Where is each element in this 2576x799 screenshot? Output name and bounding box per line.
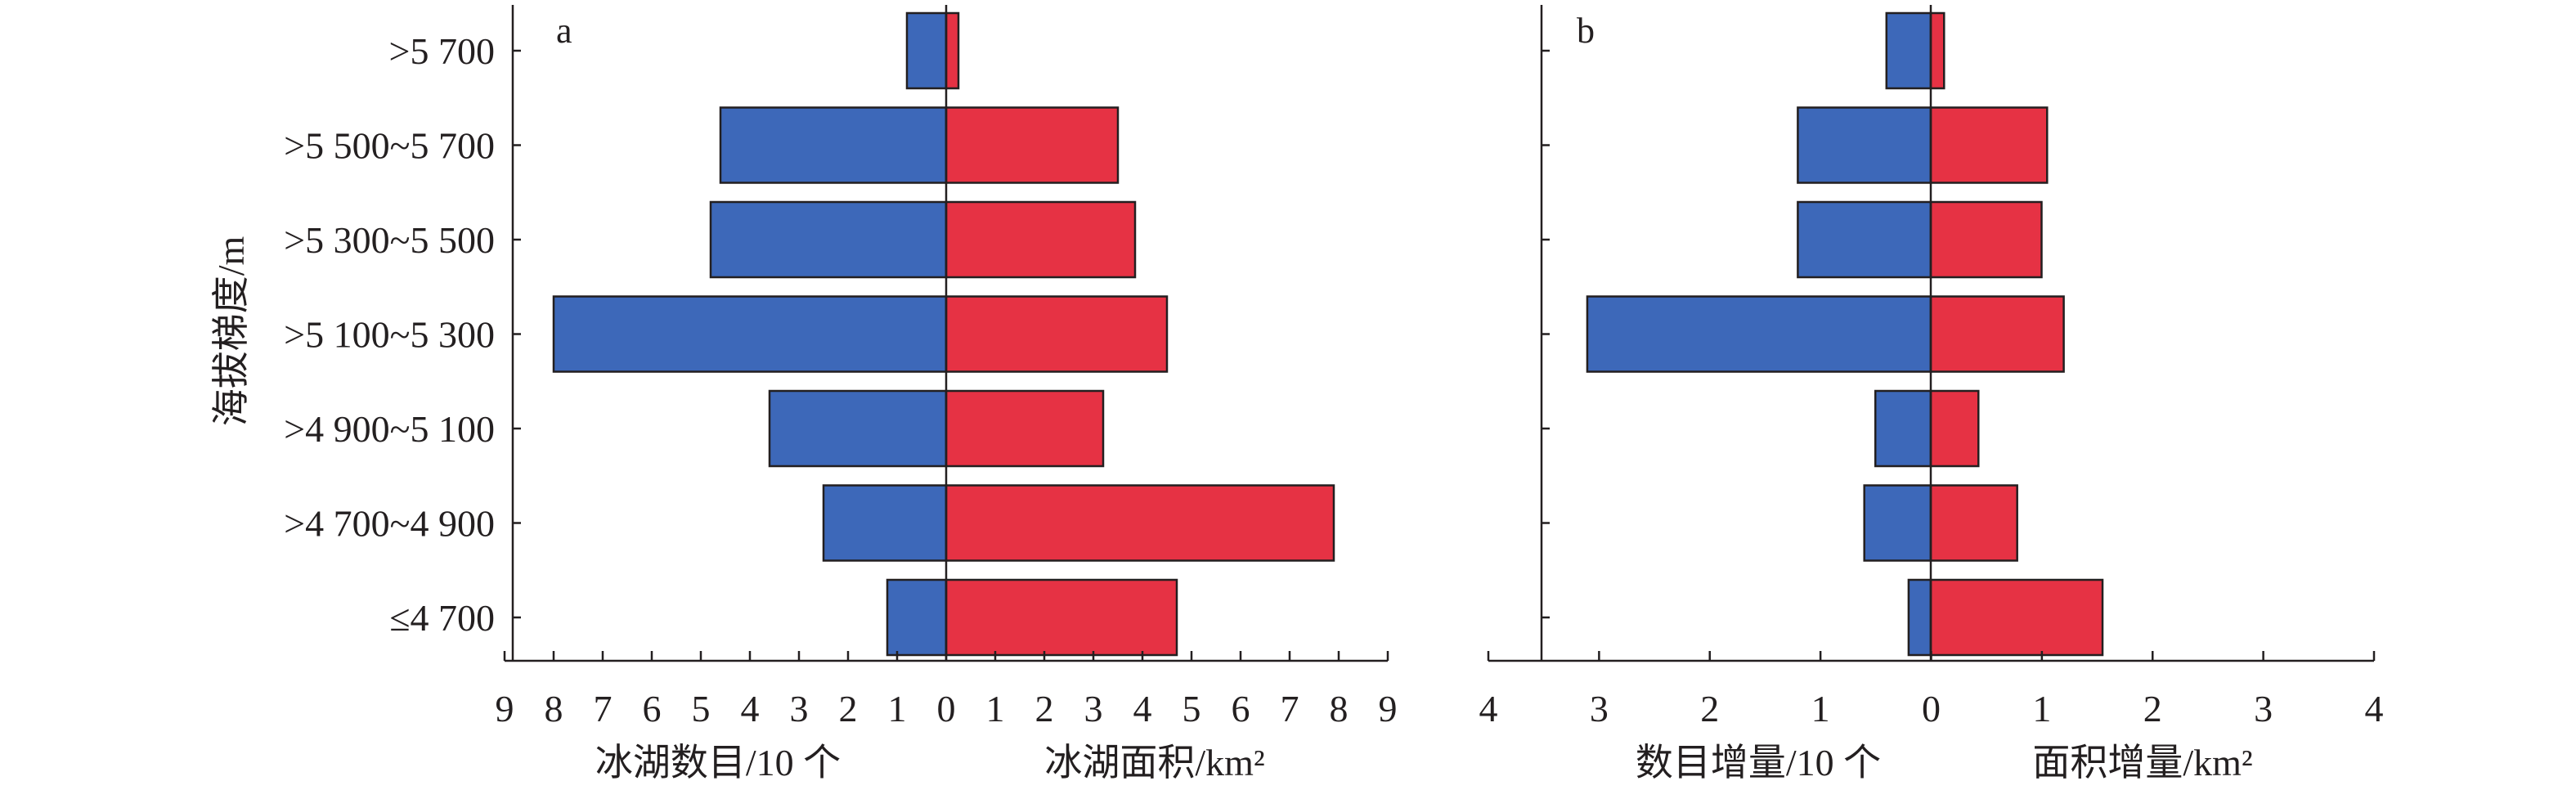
x-tick-label-0: 9 (496, 688, 514, 729)
category-label-0: >5 700 (389, 30, 495, 72)
x-tick-label-8: 4 (2365, 688, 2384, 729)
x-tick-label-1: 3 (1590, 688, 1609, 729)
bar-count-6 (1907, 578, 1932, 657)
bar-count-5 (1863, 484, 1932, 562)
x-tick-label-16: 7 (1281, 688, 1299, 729)
bar-area-0 (1929, 11, 1945, 90)
bar-area-5 (1929, 484, 2018, 562)
x-tick-label-1: 8 (545, 688, 563, 729)
bar-area-3 (945, 295, 1169, 373)
x-tick-label-15: 6 (1232, 688, 1250, 729)
x-tick-label-4: 5 (692, 688, 711, 729)
bar-count-3 (1586, 295, 1932, 373)
bar-count-5 (822, 484, 948, 562)
x-tick-label-8: 1 (888, 688, 907, 729)
x-tick-label-5: 1 (2032, 688, 2051, 729)
category-label-2: >5 300~5 500 (284, 219, 495, 261)
x-tick-label-6: 2 (2143, 688, 2162, 729)
category-label-5: >4 700~4 900 (284, 503, 495, 545)
x-tick-label-10: 1 (986, 688, 1005, 729)
bar-area-0 (945, 11, 960, 90)
x-tick-label-11: 2 (1035, 688, 1054, 729)
bar-count-4 (768, 389, 948, 468)
bar-area-2 (945, 200, 1137, 279)
x-tick-label-6: 3 (790, 688, 809, 729)
x-tick-label-9: 0 (937, 688, 956, 729)
x-tick-label-5: 4 (741, 688, 760, 729)
x-tick-label-3: 6 (643, 688, 662, 729)
x-tick-label-0: 4 (1479, 688, 1498, 729)
x-tick-label-3: 1 (1811, 688, 1830, 729)
panel-a: a 海拔梯度/m 冰湖数目/10 个 冰湖面积/km² >5 700 >5 500… (210, 5, 1398, 783)
bar-area-4 (945, 389, 1105, 468)
bar-area-6 (1929, 578, 2104, 657)
bar-area-4 (1929, 389, 1980, 468)
bar-count-0 (1885, 11, 1932, 90)
y-axis-title: 海拔梯度/m (210, 236, 252, 427)
bar-count-4 (1874, 389, 1932, 468)
bar-count-0 (905, 11, 948, 90)
x-tick-label-12: 3 (1084, 688, 1103, 729)
bar-count-6 (886, 578, 948, 657)
x-axis-title-area: 冰湖面积/km² (1044, 742, 1264, 783)
bar-count-1 (719, 106, 948, 184)
bar-area-1 (945, 106, 1120, 184)
bar-count-1 (1797, 106, 1932, 184)
bar-area-2 (1929, 200, 2043, 279)
bar-count-3 (552, 295, 948, 373)
x-tick-label-2: 2 (1700, 688, 1719, 729)
x-tick-label-4: 0 (1922, 688, 1941, 729)
category-label-6: ≤4 700 (389, 597, 495, 639)
category-label-4: >4 900~5 100 (284, 408, 495, 450)
x-axis-title-count: 冰湖数目/10 个 (595, 742, 841, 783)
x-axis-title-count-increase: 数目增量/10 个 (1636, 742, 1881, 783)
x-tick-label-7: 3 (2254, 688, 2273, 729)
x-tick-label-18: 9 (1379, 688, 1398, 729)
panel-a-label: a (556, 11, 572, 51)
bar-area-6 (945, 578, 1178, 657)
x-tick-label-7: 2 (839, 688, 858, 729)
x-tick-label-2: 7 (594, 688, 613, 729)
bar-area-5 (945, 484, 1335, 562)
bar-area-3 (1929, 295, 2065, 373)
panel-b: b 数目增量/10 个 面积增量/km² 4 3 2 1 0 1 2 3 4 (1479, 5, 2384, 783)
x-axis-title-area-increase: 面积增量/km² (2032, 742, 2252, 783)
category-label-1: >5 500~5 700 (284, 125, 495, 167)
bar-count-2 (1797, 200, 1932, 279)
x-tick-label-14: 5 (1183, 688, 1201, 729)
panel-b-label: b (1577, 11, 1595, 51)
x-tick-label-13: 4 (1133, 688, 1152, 729)
x-tick-label-17: 8 (1330, 688, 1349, 729)
bar-area-1 (1929, 106, 2049, 184)
category-label-3: >5 100~5 300 (284, 314, 495, 356)
bar-count-2 (709, 200, 948, 279)
